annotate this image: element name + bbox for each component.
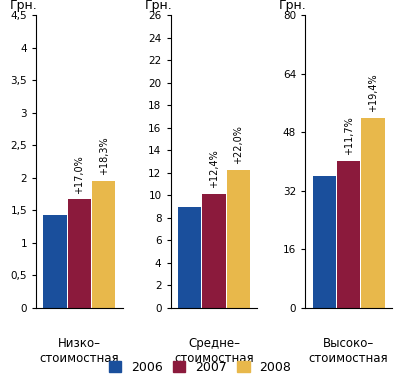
Text: +11,7%: +11,7%	[344, 116, 354, 155]
Text: +18,3%: +18,3%	[99, 137, 109, 175]
Text: Средне–
стоимостная: Средне– стоимостная	[174, 337, 254, 365]
Text: +22,0%: +22,0%	[234, 125, 244, 164]
Bar	[337, 161, 360, 308]
Bar	[227, 169, 250, 308]
Bar	[68, 199, 91, 308]
Text: Грн.: Грн.	[279, 0, 307, 12]
Bar	[92, 181, 116, 308]
Bar	[202, 194, 226, 308]
Text: Грн.: Грн.	[10, 0, 38, 12]
Text: Грн.: Грн.	[144, 0, 172, 12]
Bar	[178, 207, 201, 308]
Text: +19,4%: +19,4%	[368, 73, 378, 112]
Text: +17,0%: +17,0%	[74, 155, 84, 194]
Text: Низко–
стоимостная: Низко– стоимостная	[40, 337, 119, 365]
Text: Высоко–
стоимостная: Высоко– стоимостная	[309, 337, 388, 365]
Legend: 2006, 2007, 2008: 2006, 2007, 2008	[104, 356, 296, 379]
Bar	[44, 215, 66, 308]
Text: +12,4%: +12,4%	[209, 150, 219, 189]
Bar	[312, 176, 336, 308]
Bar	[362, 118, 384, 308]
